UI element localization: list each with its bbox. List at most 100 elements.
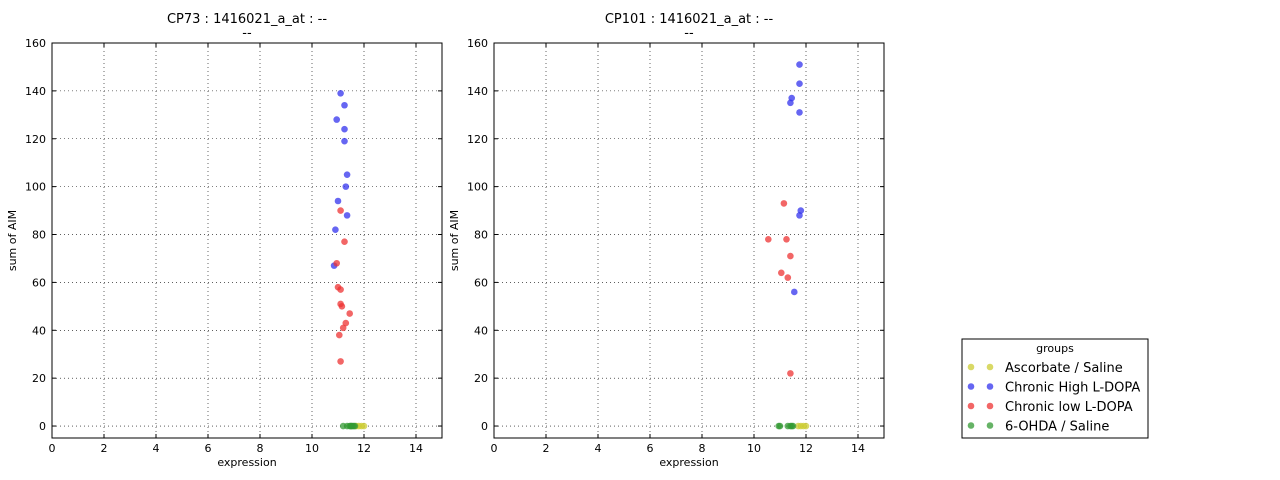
y-tick-label: 80 — [474, 229, 488, 242]
y-tick-label: 80 — [32, 229, 46, 242]
data-point-chronic-low-l-dopa — [783, 236, 790, 243]
chart-panel-cp101: CP101 : 1416021_a_at : ----0 2 4 6 8 10 12 1402… — [448, 12, 885, 469]
data-point-chronic-low-l-dopa — [787, 370, 794, 377]
data-point-ascorbate-saline — [360, 422, 368, 430]
plot-frame — [51, 42, 443, 439]
x-tick-label: 14 — [851, 442, 865, 455]
legend-marker-chronic-low-l-dopa — [967, 402, 975, 410]
data-point-6-ohda-saline — [788, 422, 795, 430]
y-tick-label: 0 — [481, 420, 488, 433]
y-tick-label: 20 — [32, 372, 46, 385]
data-point-chronic-low-l-dopa — [765, 236, 772, 243]
data-point-chronic-low-l-dopa — [341, 238, 348, 245]
x-tick-label: 4 — [153, 442, 160, 455]
y-tick-label: 100 — [467, 181, 488, 194]
data-point-chronic-high-l-dopa — [341, 137, 348, 145]
legend-box — [961, 338, 1149, 439]
data-point-chronic-high-l-dopa — [332, 226, 339, 234]
data-point-chronic-high-l-dopa — [796, 61, 803, 68]
y-tick-label: 140 — [25, 85, 46, 98]
data-point-chronic-low-l-dopa — [339, 324, 347, 332]
x-tick-label: 2 — [543, 442, 550, 455]
x-tick-label: 6 — [205, 442, 212, 455]
x-tick-label: 8 — [257, 442, 264, 455]
legend-label-chronic-low-l-dopa: Chronic low L-DOPA — [1005, 400, 1133, 415]
data-point-chronic-low-l-dopa — [780, 200, 788, 207]
data-point-chronic-high-l-dopa — [791, 288, 798, 296]
legend-marker-6-ohda-saline — [967, 422, 975, 429]
legend: groups Ascorbate / Saline Chronic High L-… — [961, 338, 1149, 439]
y-tick-label: 60 — [474, 276, 488, 289]
data-point-6-ohda-saline — [776, 422, 784, 430]
y-tick-label: 20 — [474, 372, 488, 385]
data-point-chronic-low-l-dopa — [778, 269, 785, 277]
x-tick-label: 12 — [799, 442, 813, 455]
data-point-chronic-high-l-dopa — [334, 197, 342, 205]
legend-marker-ascorbate-saline — [986, 363, 994, 371]
data-point-chronic-low-l-dopa — [346, 310, 354, 317]
chart-subtitle: -- — [684, 26, 694, 41]
x-tick-label: 12 — [357, 442, 371, 455]
y-tick-label: 40 — [32, 324, 46, 337]
y-tick-label: 120 — [467, 133, 488, 146]
legend-label-ascorbate-saline: Ascorbate / Saline — [1005, 361, 1123, 376]
plot-frame — [493, 42, 885, 439]
chart-subtitle: -- — [242, 26, 252, 41]
x-tick-label: 10 — [747, 442, 761, 455]
chart-panel-cp73: CP73 : 1416021_a_at : ----0 2 4 6 8 10 12 14020… — [6, 12, 443, 469]
data-point-chronic-high-l-dopa — [796, 109, 803, 116]
y-tick-label: 140 — [467, 85, 488, 98]
x-axis-label: expression — [217, 456, 276, 469]
chart-title: CP73 : 1416021_a_at : -- — [167, 12, 327, 27]
data-point-chronic-low-l-dopa — [787, 252, 794, 260]
data-point-chronic-high-l-dopa — [342, 183, 350, 190]
y-tick-label: 100 — [25, 181, 46, 194]
data-point-chronic-high-l-dopa — [796, 212, 803, 219]
x-tick-label: 10 — [305, 442, 319, 455]
data-point-chronic-low-l-dopa — [333, 259, 341, 267]
x-tick-label: 0 — [491, 442, 498, 455]
x-tick-label: 0 — [49, 442, 56, 455]
data-point-chronic-high-l-dopa — [341, 125, 348, 133]
y-axis-label: sum of AIM — [448, 210, 461, 271]
legend-marker-chronic-high-l-dopa — [986, 383, 994, 390]
y-tick-label: 160 — [25, 37, 46, 50]
y-tick-label: 60 — [32, 276, 46, 289]
data-point-chronic-high-l-dopa — [343, 171, 351, 178]
data-point-chronic-high-l-dopa — [341, 101, 348, 109]
x-tick-label: 14 — [409, 442, 423, 455]
legend-marker-6-ohda-saline — [986, 422, 994, 429]
y-tick-label: 120 — [25, 133, 46, 146]
legend-label-chronic-high-l-dopa: Chronic High L-DOPA — [1005, 381, 1140, 396]
data-point-chronic-low-l-dopa — [337, 286, 344, 293]
x-tick-label: 8 — [699, 442, 706, 455]
x-axis-label: expression — [659, 456, 718, 469]
legend-title: groups — [1036, 342, 1074, 355]
legend-marker-ascorbate-saline — [967, 363, 975, 371]
x-tick-label: 4 — [595, 442, 602, 455]
data-point-chronic-high-l-dopa — [337, 89, 344, 97]
data-point-chronic-low-l-dopa — [337, 207, 344, 214]
x-tick-label: 6 — [647, 442, 654, 455]
data-point-chronic-low-l-dopa — [337, 358, 344, 365]
chart-title: CP101 : 1416021_a_at : -- — [605, 12, 774, 27]
data-point-chronic-low-l-dopa — [336, 331, 343, 339]
data-point-chronic-high-l-dopa — [787, 99, 794, 107]
legend-marker-chronic-high-l-dopa — [967, 383, 975, 390]
y-tick-label: 40 — [474, 324, 488, 337]
data-point-ascorbate-saline — [794, 422, 802, 430]
data-point-ascorbate-saline — [802, 422, 810, 430]
data-point-chronic-high-l-dopa — [343, 212, 351, 219]
data-point-chronic-low-l-dopa — [784, 274, 792, 281]
legend-marker-chronic-low-l-dopa — [986, 402, 994, 410]
data-point-chronic-high-l-dopa — [796, 80, 803, 87]
data-point-6-ohda-saline — [347, 422, 355, 430]
data-point-chronic-high-l-dopa — [333, 116, 341, 123]
y-tick-label: 160 — [467, 37, 488, 50]
y-axis-label: sum of AIM — [6, 210, 19, 271]
data-point-chronic-low-l-dopa — [338, 303, 346, 310]
legend-label-6-ohda-saline: 6-OHDA / Saline — [1005, 420, 1109, 435]
x-tick-label: 2 — [101, 442, 108, 455]
y-tick-label: 0 — [39, 420, 46, 433]
